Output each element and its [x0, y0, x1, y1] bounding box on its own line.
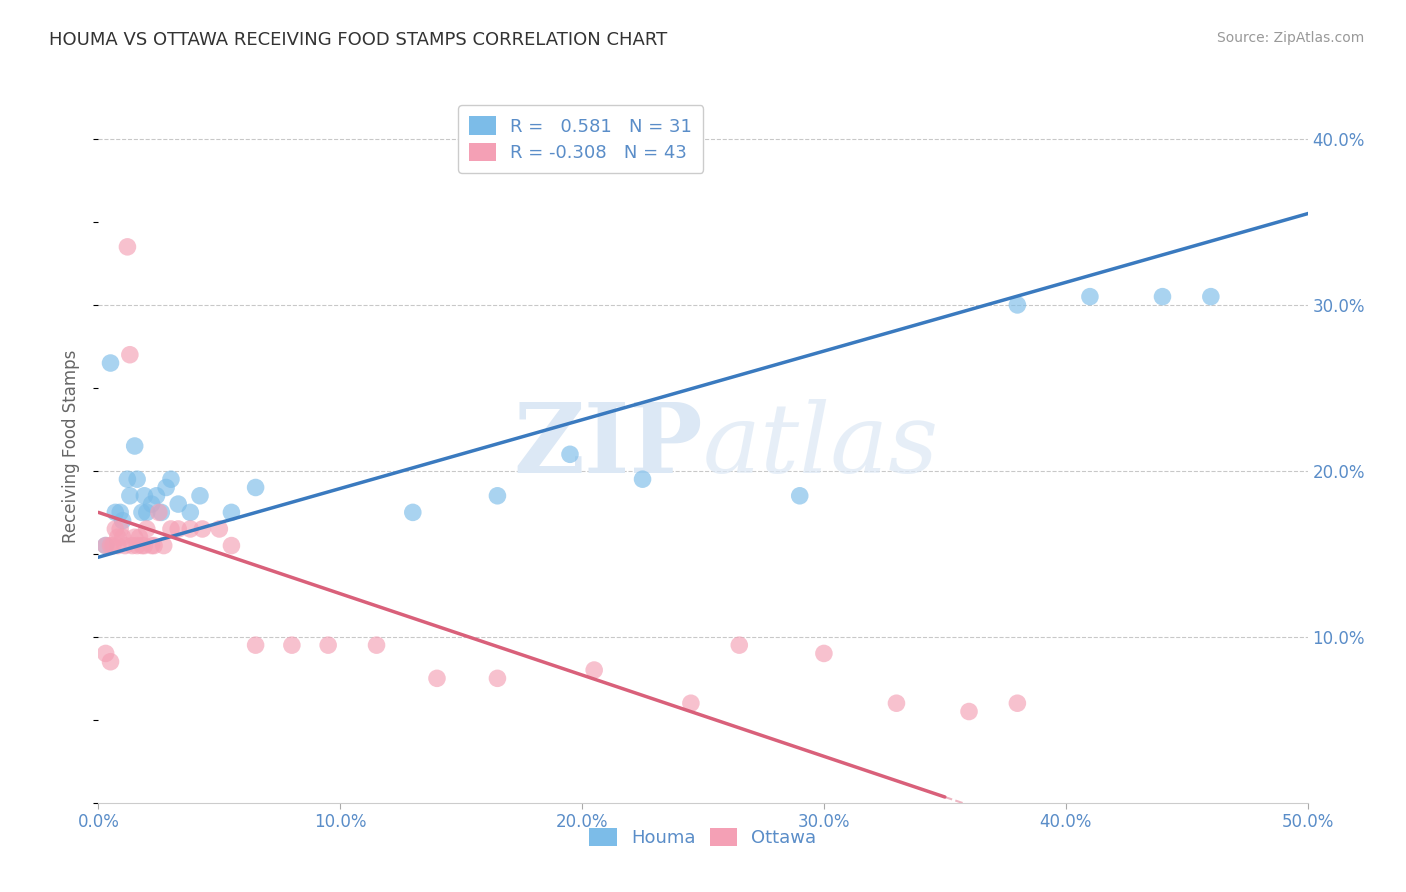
Point [789, 489, 811, 503]
Point [728, 638, 751, 652]
Point [152, 539, 174, 553]
Point [486, 489, 509, 503]
Point [813, 647, 835, 661]
Point [100, 539, 122, 553]
Point [679, 696, 702, 710]
Text: HOUMA VS OTTAWA RECEIVING FOOD STAMPS CORRELATION CHART: HOUMA VS OTTAWA RECEIVING FOOD STAMPS CO… [49, 31, 668, 49]
Point [111, 514, 134, 528]
Point [135, 505, 157, 519]
Point [221, 539, 243, 553]
Point [179, 505, 201, 519]
Point [131, 505, 153, 519]
Point [131, 539, 153, 553]
Point [107, 530, 129, 544]
Point [134, 539, 156, 553]
Point [366, 638, 388, 652]
Point [108, 522, 131, 536]
Point [155, 481, 177, 495]
Point [208, 522, 231, 536]
Point [127, 539, 149, 553]
Point [160, 522, 183, 536]
Point [117, 472, 139, 486]
Point [188, 489, 211, 503]
Point [134, 489, 156, 503]
Point [486, 671, 509, 685]
Point [245, 481, 267, 495]
Point [191, 522, 214, 536]
Point [107, 539, 129, 553]
Point [94, 647, 117, 661]
Legend: Houma, Ottawa: Houma, Ottawa [582, 821, 824, 855]
Point [426, 671, 449, 685]
Point [124, 439, 146, 453]
Point [558, 447, 581, 461]
Point [114, 539, 136, 553]
Point [583, 663, 606, 677]
Point [402, 505, 425, 519]
Point [145, 489, 167, 503]
Point [141, 539, 163, 553]
Point [124, 530, 146, 544]
Point [1007, 696, 1029, 710]
Point [167, 522, 190, 536]
Point [245, 638, 267, 652]
Point [221, 505, 243, 519]
Point [104, 522, 127, 536]
Point [957, 705, 980, 719]
Point [316, 638, 339, 652]
Point [128, 530, 150, 544]
Point [1199, 290, 1222, 304]
Text: ZIP: ZIP [513, 399, 703, 493]
Point [121, 539, 143, 553]
Point [101, 539, 124, 553]
Point [118, 489, 141, 503]
Point [143, 539, 166, 553]
Point [100, 655, 122, 669]
Point [148, 505, 170, 519]
Point [108, 505, 131, 519]
Point [179, 522, 201, 536]
Text: Source: ZipAtlas.com: Source: ZipAtlas.com [1216, 31, 1364, 45]
Point [631, 472, 654, 486]
Point [117, 240, 139, 254]
Point [886, 696, 908, 710]
Point [1078, 290, 1101, 304]
Point [127, 472, 149, 486]
Point [94, 539, 117, 553]
Point [135, 522, 157, 536]
Point [111, 530, 134, 544]
Point [100, 356, 122, 370]
Text: atlas: atlas [703, 399, 939, 493]
Y-axis label: Receiving Food Stamps: Receiving Food Stamps [62, 350, 80, 542]
Point [160, 472, 183, 486]
Point [1007, 298, 1029, 312]
Point [141, 497, 163, 511]
Point [150, 505, 173, 519]
Point [104, 505, 127, 519]
Point [281, 638, 304, 652]
Point [167, 497, 190, 511]
Point [118, 348, 141, 362]
Point [1152, 290, 1174, 304]
Point [94, 539, 117, 553]
